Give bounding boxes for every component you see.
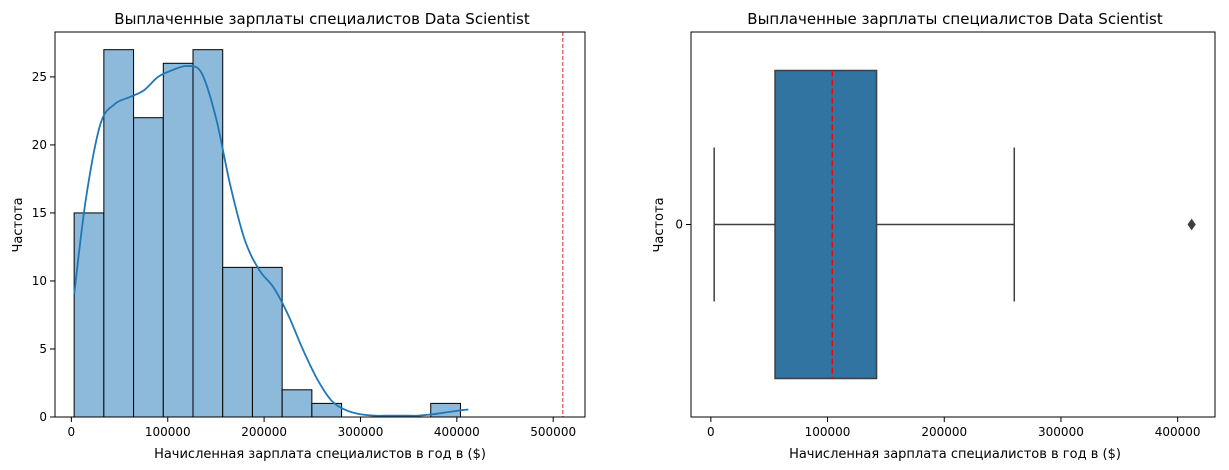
histogram-bar bbox=[192, 49, 224, 418]
x-tick-label: 400000 bbox=[434, 425, 480, 439]
histogram-panel: Выплаченные зарплаты специалистов Data S… bbox=[11, 10, 586, 462]
y-tick-label: 20 bbox=[32, 138, 47, 152]
x-tick-label: 300000 bbox=[1038, 425, 1084, 439]
boxplot-x-label: Начисленная зарплата специалистов в год … bbox=[789, 447, 1121, 462]
boxplot-title: Выплаченные зарплаты специалистов Data S… bbox=[747, 10, 1163, 28]
kde-line bbox=[73, 65, 469, 417]
histogram-x-ticks: 0 100000 200000 300000 400000 500000 bbox=[68, 417, 576, 439]
x-tick-label: 0 bbox=[707, 425, 715, 439]
x-tick-label: 200000 bbox=[921, 425, 967, 439]
boxplot-y-label: Частота bbox=[652, 197, 667, 252]
histogram-axes-frame bbox=[54, 31, 586, 418]
box-iqr bbox=[774, 69, 878, 380]
x-tick-label: 100000 bbox=[805, 425, 851, 439]
y-tick-label: 15 bbox=[32, 206, 47, 220]
y-tick-label: 10 bbox=[32, 274, 47, 288]
y-tick-label: 5 bbox=[39, 342, 47, 356]
histogram-bar bbox=[222, 266, 253, 418]
outlier-point bbox=[1187, 218, 1196, 231]
histogram-y-ticks: 0 5 10 15 20 25 bbox=[32, 70, 55, 424]
boxplot-y-ticks: 0 bbox=[675, 218, 691, 232]
histogram-bar bbox=[162, 62, 194, 418]
histogram-bar bbox=[251, 266, 283, 418]
histogram-y-label: Частота bbox=[11, 197, 26, 252]
y-tick-label: 0 bbox=[39, 410, 47, 424]
histogram-bar bbox=[281, 389, 313, 418]
histogram-title: Выплаченные зарплаты специалистов Data S… bbox=[114, 10, 530, 28]
boxplot-panel: Выплаченные зарплаты специалистов Data S… bbox=[652, 10, 1216, 462]
histogram-plot-layer bbox=[73, 32, 564, 418]
boxplot-x-ticks: 0 100000 200000 300000 400000 bbox=[707, 417, 1201, 439]
histogram-bar bbox=[73, 212, 105, 418]
boxplot-plot-layer bbox=[713, 69, 1196, 380]
x-tick-label: 200000 bbox=[241, 425, 287, 439]
x-tick-label: 100000 bbox=[145, 425, 191, 439]
x-tick-label: 0 bbox=[68, 425, 76, 439]
y-tick-label: 25 bbox=[32, 70, 47, 84]
histogram-bar bbox=[133, 117, 164, 418]
histogram-bar bbox=[103, 49, 135, 418]
x-tick-label: 500000 bbox=[530, 425, 576, 439]
x-tick-label: 400000 bbox=[1155, 425, 1201, 439]
y-tick-label: 0 bbox=[675, 218, 683, 232]
histogram-x-label: Начисленная зарплата специалистов в год … bbox=[154, 447, 486, 462]
x-tick-label: 300000 bbox=[338, 425, 384, 439]
